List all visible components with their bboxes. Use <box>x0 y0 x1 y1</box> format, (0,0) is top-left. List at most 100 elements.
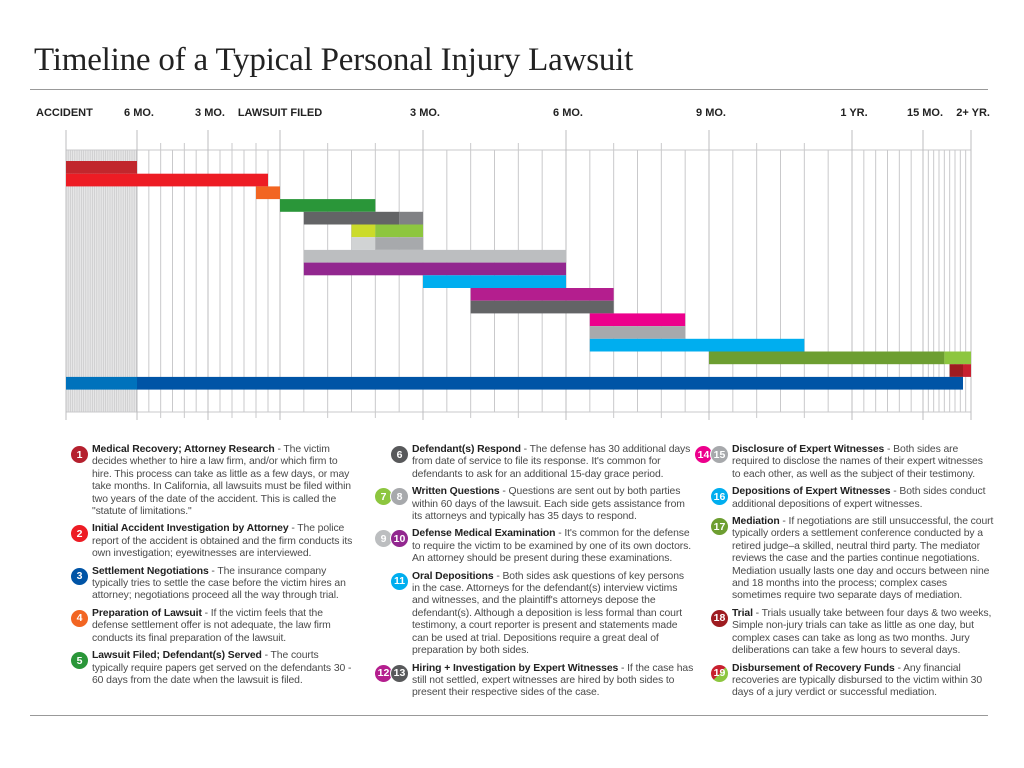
legend-item-title: Preparation of Lawsuit <box>92 607 202 619</box>
bar-step-18 <box>963 364 971 377</box>
legend-entry: 1 Medical Recovery; Attorney Research - T… <box>70 444 357 518</box>
x-tick-label: 6 MO. <box>553 107 583 119</box>
timeline-chart: ACCIDENT 6 MO. 3 MO. LAWSUIT FILED 3 MO. 6 MO… <box>36 107 990 420</box>
bar-step-12 <box>470 288 614 301</box>
legend-item-description: - Both sides are required to disclose th… <box>732 444 983 480</box>
legend-item-description: - The police report of the accident is o… <box>92 523 353 560</box>
legend-item-title: Lawsuit Filed; Defendant(s) Served <box>92 650 262 662</box>
bar-step-4 <box>256 186 280 200</box>
step-12-badge: 12 <box>374 663 393 683</box>
x-tick-label: 3 MO. <box>195 107 225 119</box>
x-tick-label: 9 MO. <box>696 107 726 119</box>
bar-step-6 <box>399 211 423 225</box>
step-8-badge: 8 <box>390 487 409 507</box>
step-number-badges: 16 <box>710 487 729 507</box>
bar-step-18 <box>949 364 963 377</box>
bar-step-6 <box>303 211 400 225</box>
legend-item: Written Questions - Questions are sent o… <box>412 486 694 523</box>
legend-item-description: - It's common for the defense to require… <box>412 528 692 565</box>
legend-item-title: Depositions of Expert Witnesses <box>732 486 891 498</box>
legend-item-description: - The courts typically require papers ge… <box>92 650 352 686</box>
step-4-badge: 4 <box>70 608 89 628</box>
step-number-badges: 19 <box>710 663 729 683</box>
legend-item: Defendant(s) Respond - The defense has 3… <box>412 444 694 481</box>
bar-step-7 <box>351 224 376 238</box>
step-3-badge: 3 <box>70 566 89 586</box>
bar-step-1 <box>66 161 137 174</box>
legend-item: Initial Accident Investigation by Attorn… <box>92 523 357 560</box>
x-tick-label: 15 MO. <box>907 107 943 119</box>
legend-item-title: Initial Accident Investigation by Attorn… <box>92 523 289 535</box>
legend-entry: 4 Preparation of Lawsuit - If the victim … <box>70 608 357 645</box>
legend-item: Disbursement of Recovery Funds - Any fin… <box>732 663 994 700</box>
bar-step-7 <box>375 224 423 238</box>
legend-entry: 9 10 Defense Medical Examination - It's co… <box>374 528 694 565</box>
step-number-badges: 18 <box>710 608 729 628</box>
x-tick-label: 3 MO. <box>410 107 440 119</box>
legend-item: Preparation of Lawsuit - If the victim f… <box>92 608 357 645</box>
legend-item-title: Oral Depositions <box>412 570 494 582</box>
bottom-divider <box>30 715 988 716</box>
step-number-badges: 17 <box>710 517 729 537</box>
legend-entry: 5 Lawsuit Filed; Defendant(s) Served - Th… <box>70 650 357 687</box>
bar-step-5 <box>280 199 376 212</box>
legend-item: Settlement Negotiations - The insurance … <box>92 566 357 603</box>
legend-entry: 6 Defendant(s) Respond - The defense has … <box>390 444 694 481</box>
step-10-badge: 10 <box>390 529 409 549</box>
legend-entry: 18 Trial - Trials usually take between fo… <box>710 608 994 658</box>
legend-item-description: - If the case has still not settled, exp… <box>412 662 694 699</box>
step-number-badges: 9 10 <box>374 529 409 549</box>
bar-step-17 <box>709 351 945 365</box>
step-13-badge: 13 <box>390 663 409 683</box>
legend-entry: 11 Oral Depositions - Both sides ask ques… <box>390 571 694 658</box>
step-19-badge: 19 <box>710 663 729 683</box>
step-6-badge: 6 <box>390 445 409 464</box>
legend-item-title: Written Questions <box>412 486 500 498</box>
step-number-badges: 5 <box>70 651 89 671</box>
legend-item: Medical Recovery; Attorney Research - Th… <box>92 444 357 518</box>
legend-item: Trial - Trials usually take between four… <box>732 608 994 658</box>
x-tick-label: ACCIDENT <box>36 107 93 119</box>
legend-item-title: Defendant(s) Respond <box>412 444 521 455</box>
legend-column: 6 Defendant(s) Respond - The defense has … <box>374 444 694 700</box>
step-number-badges: 1 <box>70 445 89 464</box>
bar-step-13 <box>470 300 614 314</box>
bar-step-17 <box>944 351 971 365</box>
legend-entry: 17 Mediation - If negotiations are still … <box>710 516 994 603</box>
bar-step-11 <box>423 275 566 288</box>
legend-item-description: - Both sides conduct additional depositi… <box>732 486 986 510</box>
legend-item: Depositions of Expert Witnesses - Both s… <box>732 486 994 511</box>
bar-step-15 <box>589 326 686 339</box>
legend-item: Mediation - If negotiations are still un… <box>732 516 994 603</box>
legend-item-description: - The defense has 30 additional days fro… <box>412 444 691 480</box>
bar-step-8 <box>375 237 423 250</box>
step-number-badges: 6 <box>390 445 409 464</box>
bar-step-16 <box>589 338 805 352</box>
bar-step-8 <box>351 237 376 250</box>
title-divider <box>30 89 988 90</box>
legend-entry: 19 Disbursement of Recovery Funds - Any f… <box>710 663 994 700</box>
legend-item-title: Mediation <box>732 516 780 528</box>
x-tick-label: LAWSUIT FILED <box>238 107 322 119</box>
legend-entry: 3 Settlement Negotiations - The insurance… <box>70 566 357 603</box>
legend-column: 1 Medical Recovery; Attorney Research - T… <box>70 444 357 687</box>
step-9-badge: 9 <box>374 529 393 549</box>
legend-entry: 7 8 Written Questions - Questions are sent… <box>374 486 694 523</box>
bar-step-3 <box>137 376 963 390</box>
step-number-badges: 11 <box>390 571 409 591</box>
step-11-badge: 11 <box>390 571 409 591</box>
step-number-badges: 12 13 <box>374 663 409 683</box>
step-7-badge: 7 <box>374 487 393 507</box>
legend-entry: 14 15 Disclosure of Expert Witnesses - Bot… <box>694 444 994 481</box>
step-17-badge: 17 <box>710 517 729 537</box>
step-15-badge: 15 <box>710 445 729 464</box>
legend-item: Oral Depositions - Both sides ask questi… <box>412 571 694 658</box>
legend-entry: 2 Initial Accident Investigation by Attor… <box>70 523 357 560</box>
legend-column: 14 15 Disclosure of Expert Witnesses - Bot… <box>694 444 994 700</box>
legend-item-title: Disbursement of Recovery Funds <box>732 662 895 674</box>
x-tick-label: 2+ YR. <box>956 107 990 119</box>
step-number-badges: 3 <box>70 566 89 586</box>
legend-entry: 16 Depositions of Expert Witnesses - Both… <box>710 486 994 511</box>
legend-item-title: Disclosure of Expert Witnesses <box>732 444 885 455</box>
